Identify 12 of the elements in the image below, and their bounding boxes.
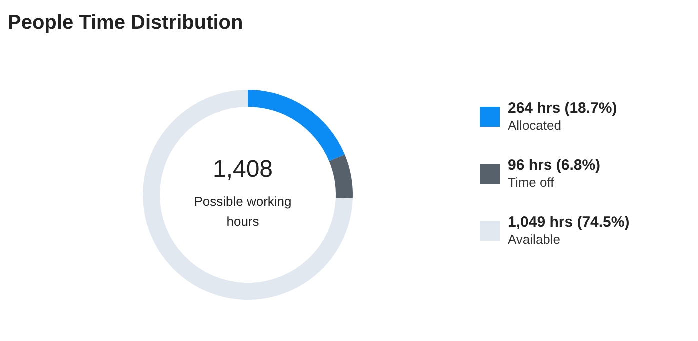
donut-slice [329, 154, 353, 199]
legend-label: Time off [508, 174, 556, 192]
text: Possible working hours [193, 193, 293, 231]
chart-title: People Time Distribution [8, 12, 244, 35]
donut-slice [248, 90, 345, 162]
data-label: 96 hrs (6.8%) [508, 157, 601, 174]
legend-label: Available [508, 231, 562, 249]
data-label: 1,049 hrs (74.5%) [508, 214, 630, 231]
legend-label: Allocated [508, 117, 562, 135]
data-label: 264 hrs (18.7%) [508, 100, 618, 117]
text: 1,408 [212, 156, 274, 184]
donut-slice [143, 90, 353, 300]
